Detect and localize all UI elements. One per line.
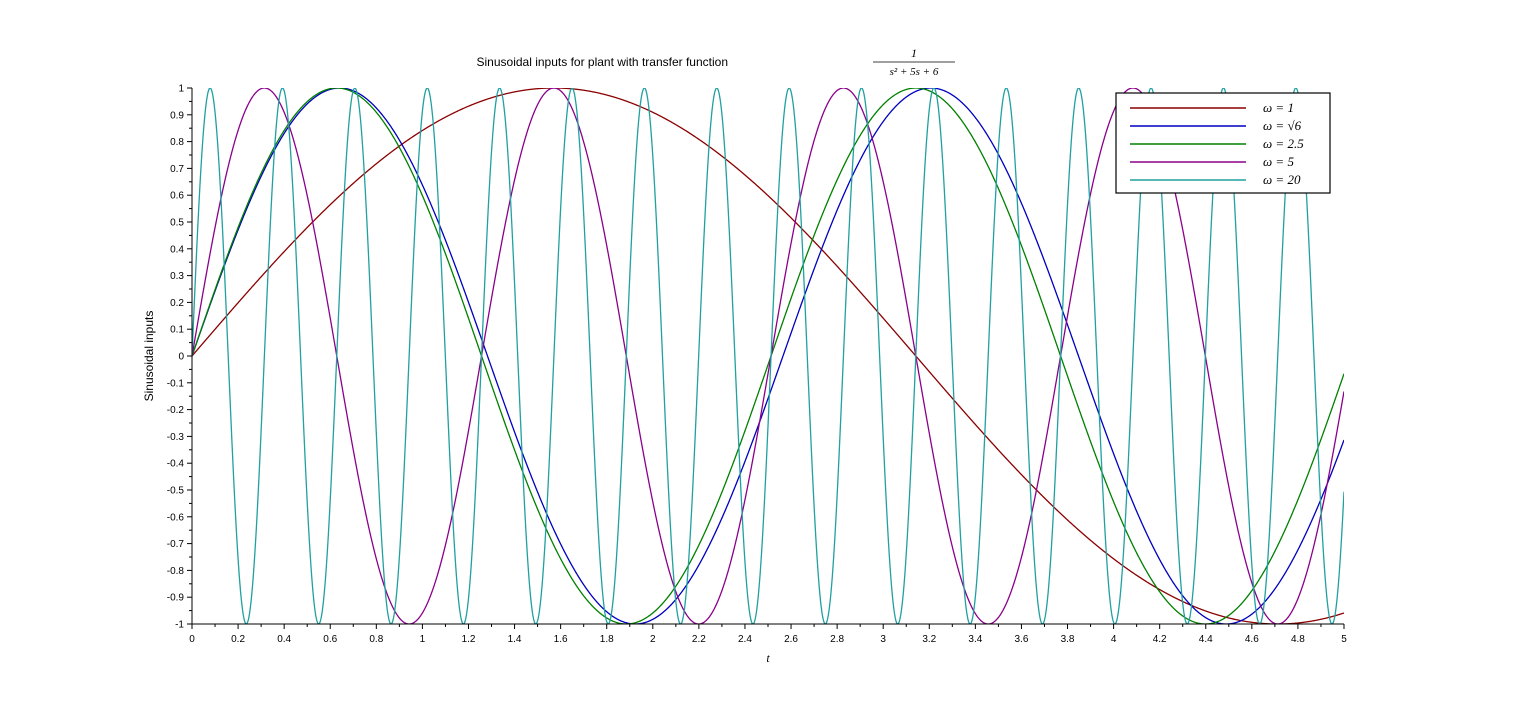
x-tick-label: 2.6 — [784, 634, 798, 645]
series-line-3 — [192, 88, 1344, 624]
x-tick-label: 2 — [650, 634, 656, 645]
y-axis-label: Sinusoidal inputs — [142, 311, 156, 402]
x-axis-ticks: 0 0.2 0.4 0.6 0.8 1 1.2 1.4 1.6 1.8 2 2.2 2.4 2.6 2.8 3… — [189, 624, 1347, 645]
x-tick-label: 4.4 — [1199, 634, 1213, 645]
legend-label: ω = √6 — [1263, 118, 1302, 133]
y-tick-label: 1 — [178, 84, 184, 95]
x-tick-label: 0 — [189, 634, 195, 645]
chart-title: Sinusoidal inputs for plant with transfe… — [477, 46, 955, 78]
y-tick-label: -0.5 — [167, 486, 185, 497]
x-tick-label: 4.6 — [1245, 634, 1259, 645]
x-tick-label: 3.2 — [922, 634, 936, 645]
y-tick-label: -0.8 — [167, 566, 185, 577]
y-tick-label: 0.6 — [170, 191, 184, 202]
y-tick-label: -0.9 — [167, 593, 185, 604]
x-tick-label: 1 — [420, 634, 426, 645]
x-tick-label: 0.2 — [231, 634, 245, 645]
x-tick-label: 3.8 — [1061, 634, 1075, 645]
y-tick-label: 0 — [178, 352, 184, 363]
y-tick-label: 0.3 — [170, 271, 184, 282]
x-tick-label: 4.2 — [1153, 634, 1167, 645]
x-axis-label: t — [766, 651, 770, 665]
y-tick-label: 0.9 — [170, 110, 184, 121]
x-tick-label: 4.8 — [1291, 634, 1305, 645]
y-tick-label: -0.4 — [167, 459, 185, 470]
y-tick-label: -0.6 — [167, 512, 185, 523]
series-line-5 — [192, 88, 1344, 624]
x-tick-label: 1.6 — [554, 634, 568, 645]
x-tick-label: 2.2 — [692, 634, 706, 645]
legend: ω = 1 ω = √6 ω = 2.5 ω = 5 ω = 20 — [1115, 92, 1331, 194]
x-tick-label: 3.6 — [1014, 634, 1028, 645]
x-tick-label: 2.4 — [738, 634, 752, 645]
series-layer — [192, 88, 1344, 624]
y-tick-label: 0.1 — [170, 325, 184, 336]
chart-title-text: Sinusoidal inputs for plant with transfe… — [477, 55, 728, 69]
y-tick-label: -0.2 — [167, 405, 185, 416]
y-tick-label: -0.3 — [167, 432, 185, 443]
y-tick-label: 0.7 — [170, 164, 184, 175]
legend-label: ω = 2.5 — [1263, 136, 1304, 151]
x-tick-label: 1.2 — [462, 634, 476, 645]
y-tick-label: -0.7 — [167, 539, 185, 550]
legend-label: ω = 1 — [1263, 100, 1294, 115]
x-tick-label: 3 — [880, 634, 886, 645]
x-tick-label: 0.4 — [277, 634, 291, 645]
x-tick-label: 0.8 — [369, 634, 383, 645]
x-tick-label: 4 — [1111, 634, 1117, 645]
title-fraction-denominator: s² + 5s + 6 — [890, 66, 939, 78]
series-line-2 — [192, 88, 1344, 624]
y-tick-label: 0.5 — [170, 218, 184, 229]
x-tick-label: 3.4 — [968, 634, 982, 645]
y-tick-label: -0.1 — [167, 378, 185, 389]
y-tick-label: 0.2 — [170, 298, 184, 309]
y-tick-label: -1 — [175, 620, 184, 631]
legend-label: ω = 5 — [1263, 154, 1294, 169]
x-tick-label: 5 — [1341, 634, 1347, 645]
legend-label: ω = 20 — [1263, 172, 1301, 187]
y-tick-label: 0.4 — [170, 244, 184, 255]
series-line-1 — [192, 88, 1344, 624]
x-tick-label: 1.4 — [508, 634, 522, 645]
y-tick-label: 0.8 — [170, 137, 184, 148]
legend-box — [1115, 92, 1331, 194]
x-tick-label: 0.6 — [323, 634, 337, 645]
y-axis-ticks: -1 -0.9 -0.8 -0.7 -0.6 -0.5 -0.4 -0.3 -0.2 -0.1 0 0… — [167, 84, 192, 631]
title-fraction-numerator: 1 — [911, 46, 917, 60]
x-tick-label: 2.8 — [830, 634, 844, 645]
x-tick-label: 1.8 — [600, 634, 614, 645]
